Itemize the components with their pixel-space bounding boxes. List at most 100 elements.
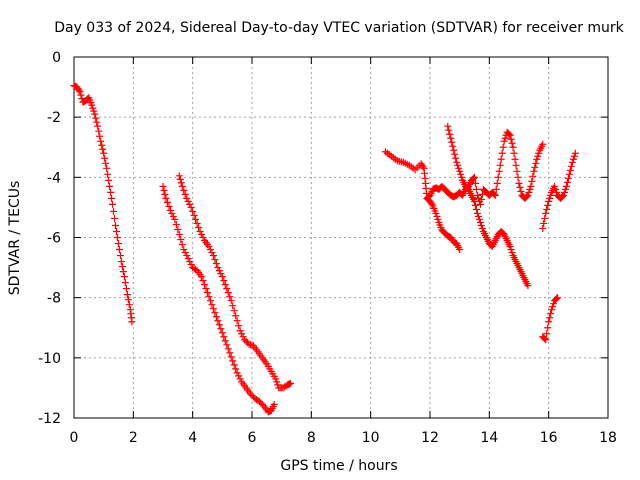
data-point <box>77 91 85 99</box>
data-point <box>242 337 250 345</box>
data-point <box>523 192 531 200</box>
y-tick-label: -6 <box>47 231 61 247</box>
data-point <box>445 126 453 134</box>
data-point <box>221 281 229 289</box>
data-point <box>564 174 572 182</box>
data-point <box>474 194 482 202</box>
data-point <box>540 219 548 227</box>
data-point <box>509 143 517 151</box>
data-point <box>547 191 555 199</box>
data-point <box>97 137 105 145</box>
data-point <box>548 306 556 314</box>
data-point <box>549 303 557 311</box>
series-arc-6 <box>444 122 532 290</box>
data-point <box>496 161 504 169</box>
data-point <box>223 285 231 293</box>
y-tick-labels: 0 -2 -4 -6 -8 -10 -12 <box>38 50 61 427</box>
y-tick-label: 0 <box>52 50 61 66</box>
data-point <box>183 194 191 202</box>
data-point <box>472 205 480 213</box>
data-point <box>428 200 436 208</box>
data-point <box>214 264 222 272</box>
data-point <box>208 301 216 309</box>
data-point <box>255 397 263 405</box>
data-point <box>506 243 514 251</box>
data-point <box>497 155 505 163</box>
data-point <box>508 249 516 257</box>
data-point <box>270 400 278 408</box>
data-point <box>562 182 570 190</box>
data-point <box>450 146 458 154</box>
data-point <box>215 321 223 329</box>
data-point <box>209 252 217 260</box>
data-point <box>471 173 478 181</box>
data-point <box>169 212 177 220</box>
data-point <box>230 361 238 369</box>
data-point <box>168 209 176 217</box>
data-point <box>208 249 216 257</box>
data-point <box>217 270 225 278</box>
data-point <box>178 182 186 190</box>
grid-lines <box>74 57 608 418</box>
data-point <box>199 277 207 285</box>
data-point <box>125 301 133 309</box>
data-point <box>444 122 452 130</box>
data-point <box>224 345 232 353</box>
data-point <box>161 190 169 198</box>
data-point <box>163 198 171 206</box>
data-point <box>102 159 110 167</box>
data-point <box>218 273 226 281</box>
data-point <box>478 190 486 198</box>
data-point <box>512 161 520 169</box>
data-point <box>541 214 549 222</box>
data-point <box>232 365 240 373</box>
data-point <box>235 372 243 380</box>
data-point <box>238 330 246 338</box>
data-point <box>456 167 464 175</box>
data-point <box>103 164 111 172</box>
data-point <box>491 191 499 199</box>
data-point <box>201 281 209 289</box>
data-point <box>229 302 237 310</box>
data-point <box>128 318 136 326</box>
data-point <box>118 263 126 271</box>
data-point <box>563 178 571 186</box>
data-point <box>223 341 231 349</box>
data-point <box>123 291 131 299</box>
data-point <box>454 161 462 169</box>
data-point <box>493 179 501 187</box>
data-point <box>198 230 206 238</box>
y-tick-label: -12 <box>38 411 61 427</box>
data-point <box>202 285 210 293</box>
data-point <box>181 249 189 257</box>
data-point <box>236 327 244 335</box>
data-point <box>107 188 115 196</box>
data-point <box>206 297 214 305</box>
data-point <box>432 209 440 217</box>
data-point <box>110 207 118 215</box>
data-point <box>221 337 229 345</box>
data-point <box>192 266 200 274</box>
data-point <box>544 201 552 209</box>
data-point <box>446 130 454 138</box>
data-point <box>516 183 524 191</box>
data-point <box>175 230 183 238</box>
series-arc-2 <box>159 182 278 416</box>
data-point <box>560 188 568 196</box>
data-point <box>176 175 184 183</box>
data-point <box>457 170 465 178</box>
data-point <box>96 132 104 140</box>
data-point <box>227 297 235 305</box>
data-point <box>507 246 515 254</box>
data-point <box>539 224 547 232</box>
y-tick-label: -10 <box>38 351 61 367</box>
data-point <box>553 188 561 196</box>
data-point <box>490 190 498 198</box>
data-point <box>494 173 502 181</box>
data-point <box>257 399 265 407</box>
data-point <box>196 227 204 235</box>
data-point <box>531 163 539 171</box>
data-point <box>209 305 217 313</box>
data-point <box>109 200 117 208</box>
data-point <box>545 197 553 205</box>
